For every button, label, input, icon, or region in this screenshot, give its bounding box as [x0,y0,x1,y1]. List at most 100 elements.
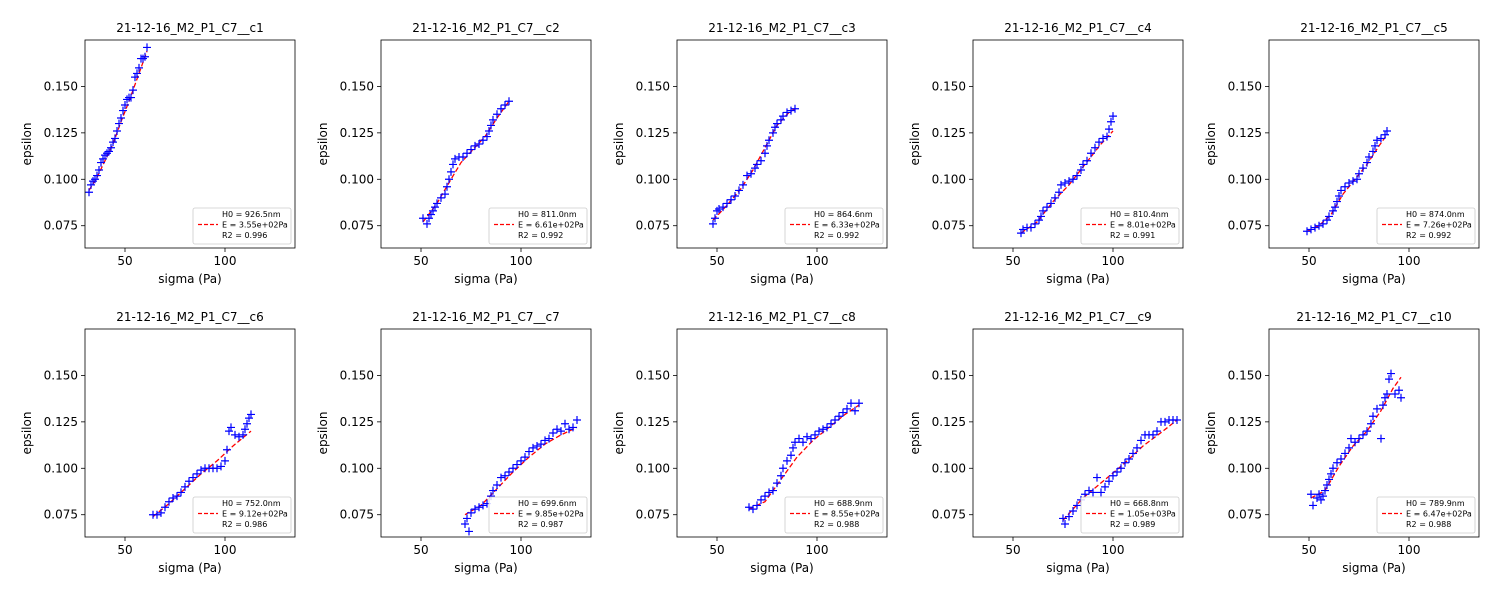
data-point [771,123,779,132]
data-point [1125,455,1133,463]
data-point [441,190,449,199]
data-point [241,425,249,434]
data-point [1043,203,1051,212]
data-point [139,54,147,63]
data-point [1381,393,1389,402]
x-tick-label: 50 [1301,254,1316,268]
data-point [565,425,573,434]
y-tick-label: 0.125 [932,415,966,429]
x-axis-label: sigma (Pa) [454,272,517,286]
y-tick-label: 0.125 [44,126,78,140]
data-point [117,114,125,122]
data-point [1323,216,1331,225]
data-point [479,501,487,510]
data-point [1019,225,1027,234]
y-tick-label: 0.100 [1228,461,1262,475]
data-point [1321,486,1329,495]
data-point [569,423,577,432]
subplot-8: 21-12-16_M2_P1_C7__c8 50 100 0.075 0.100 0.12… [612,310,888,575]
legend-entry: E = 8.01e+02Pa [1110,221,1176,230]
data-point [1037,212,1045,221]
data-point [103,149,111,158]
data-point [1355,434,1363,443]
data-point [749,505,757,514]
data-point [727,195,735,204]
data-point [533,442,541,450]
data-point [1027,223,1035,232]
data-point [715,205,723,213]
data-point [787,451,795,460]
data-point [1373,136,1381,145]
data-point [1073,171,1081,180]
data-point [1161,417,1169,426]
data-point [1303,227,1311,236]
data-point [1349,177,1357,186]
data-point [501,101,509,109]
x-tick-label: 100 [1102,254,1125,268]
data-point [217,462,225,471]
x-tick-label: 100 [1398,543,1421,557]
data-point [107,143,115,152]
y-axis-label: epsilon [1204,123,1218,166]
data-point [121,101,129,109]
subplot-title: 21-12-16_M2_P1_C7__c10 [1296,310,1451,324]
data-point [761,492,769,501]
data-point [239,430,247,439]
y-tick-label: 0.100 [44,172,78,186]
data-point [173,492,181,501]
data-point [713,206,721,215]
x-tick-label: 100 [214,543,237,557]
data-point [1085,486,1093,495]
data-point [1017,229,1025,238]
data-point [1087,149,1095,158]
y-tick-label: 0.075 [340,508,374,522]
data-point [433,199,441,208]
legend-box [1080,496,1180,534]
data-point [131,73,139,82]
x-tick-label: 50 [117,254,132,268]
data-point [1337,455,1345,463]
data-point [1363,158,1371,167]
data-point [225,427,233,436]
data-point [93,171,101,180]
data-point [471,505,479,514]
data-point [497,104,505,113]
data-point [161,503,169,512]
data-point [1387,369,1395,378]
data-point [1031,219,1039,228]
data-point [777,471,785,480]
data-point [447,167,455,176]
data-point [1385,375,1393,384]
data-point [745,503,753,512]
data-point [1381,130,1389,139]
data-point [1061,520,1069,528]
x-axis-label: sigma (Pa) [158,272,221,286]
legend-entry: E = 6.47e+02Pa [1406,510,1472,519]
y-tick-label: 0.075 [44,508,78,522]
y-axis-label: epsilon [612,412,626,455]
data-point [1173,416,1181,424]
data-point [1341,182,1349,191]
data-point [1335,192,1343,200]
data-point [431,203,439,212]
subplot-title: 21-12-16_M2_P1_C7__c2 [412,21,560,35]
data-point [757,156,765,165]
data-point [773,479,781,488]
x-tick-label: 100 [214,254,237,268]
data-point [1351,438,1359,447]
subplot-title: 21-12-16_M2_P1_C7__c3 [708,21,856,35]
x-axis-label: sigma (Pa) [1342,561,1405,575]
data-point [1383,390,1391,398]
legend-entry: E = 6.61e+02Pa [518,221,584,230]
data-point [1367,419,1375,428]
legend-entry: R2 = 0.992 [814,231,859,240]
data-point [811,430,819,439]
y-tick-label: 0.075 [1228,508,1262,522]
data-point [1397,393,1405,402]
data-point [1059,514,1067,523]
data-point [105,147,113,156]
data-point [459,153,467,161]
x-tick-label: 50 [709,254,724,268]
data-point [803,432,811,441]
